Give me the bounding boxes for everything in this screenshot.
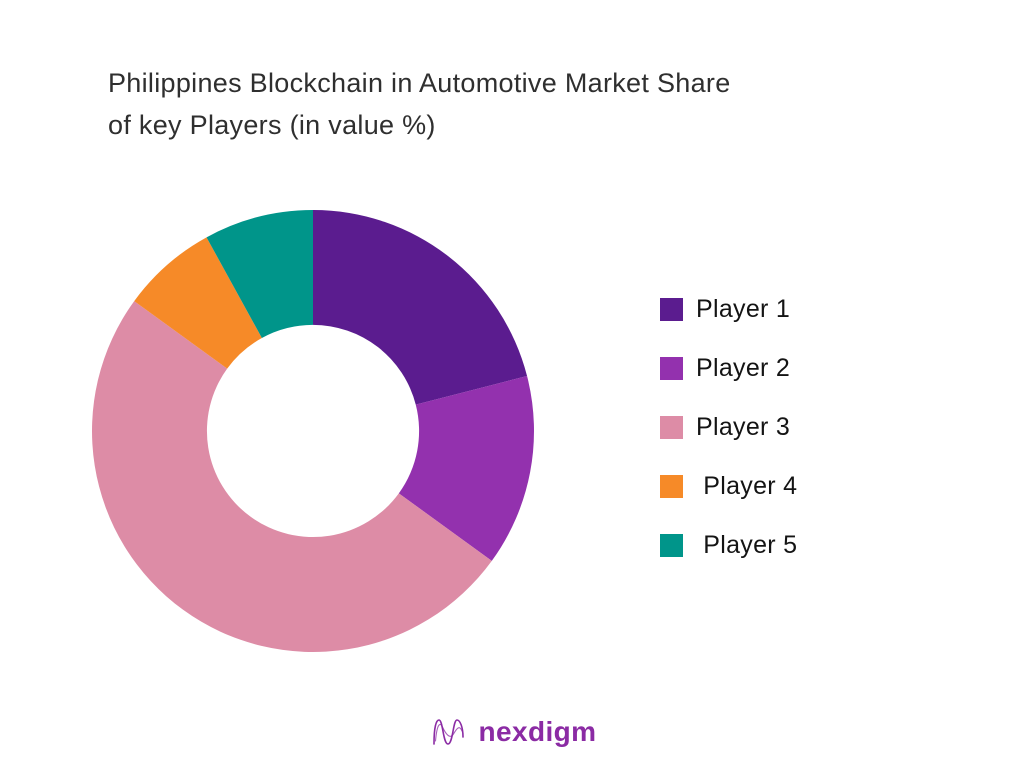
chart-legend: Player 1 Player 2 Player 3 Player 4 Play…: [660, 294, 797, 560]
legend-swatch-player-4: [660, 474, 683, 498]
donut-segment-player-1: [313, 210, 528, 405]
legend-label-player-5: Player 5: [696, 530, 798, 559]
legend-item-player-3: Player 3: [660, 412, 797, 442]
chart-title-line-2: of key Players (in value %): [108, 110, 436, 140]
nexdigm-logo-icon: [432, 719, 464, 745]
legend-label-player-3: Player 3: [696, 412, 791, 441]
legend-item-player-4: Player 4: [660, 471, 797, 501]
legend-label-player-4: Player 4: [696, 471, 798, 500]
brand-name: nexdigm: [478, 716, 597, 747]
legend-item-player-1: Player 1: [660, 294, 797, 324]
legend-item-player-2: Player 2: [660, 353, 797, 383]
legend-swatch-player-3: [660, 415, 683, 439]
donut-segment-player-5: [206, 210, 313, 339]
legend-swatch-player-2: [660, 356, 683, 380]
brand-footer: nexdigm: [0, 714, 1024, 750]
legend-label-player-2: Player 2: [696, 353, 791, 382]
legend-item-player-5: Player 5: [660, 530, 797, 560]
legend-swatch-player-5: [660, 533, 683, 557]
legend-swatch-player-1: [660, 297, 683, 321]
donut-chart: [92, 210, 534, 652]
donut-segment-player-2: [398, 376, 534, 561]
chart-title-line-1: Philippines Blockchain in Automotive Mar…: [108, 68, 731, 98]
donut-segment-player-3: [92, 301, 492, 652]
donut-segment-player-4: [134, 237, 262, 369]
chart-title: Philippines Blockchain in Automotive Mar…: [108, 62, 948, 146]
legend-label-player-1: Player 1: [696, 294, 791, 323]
